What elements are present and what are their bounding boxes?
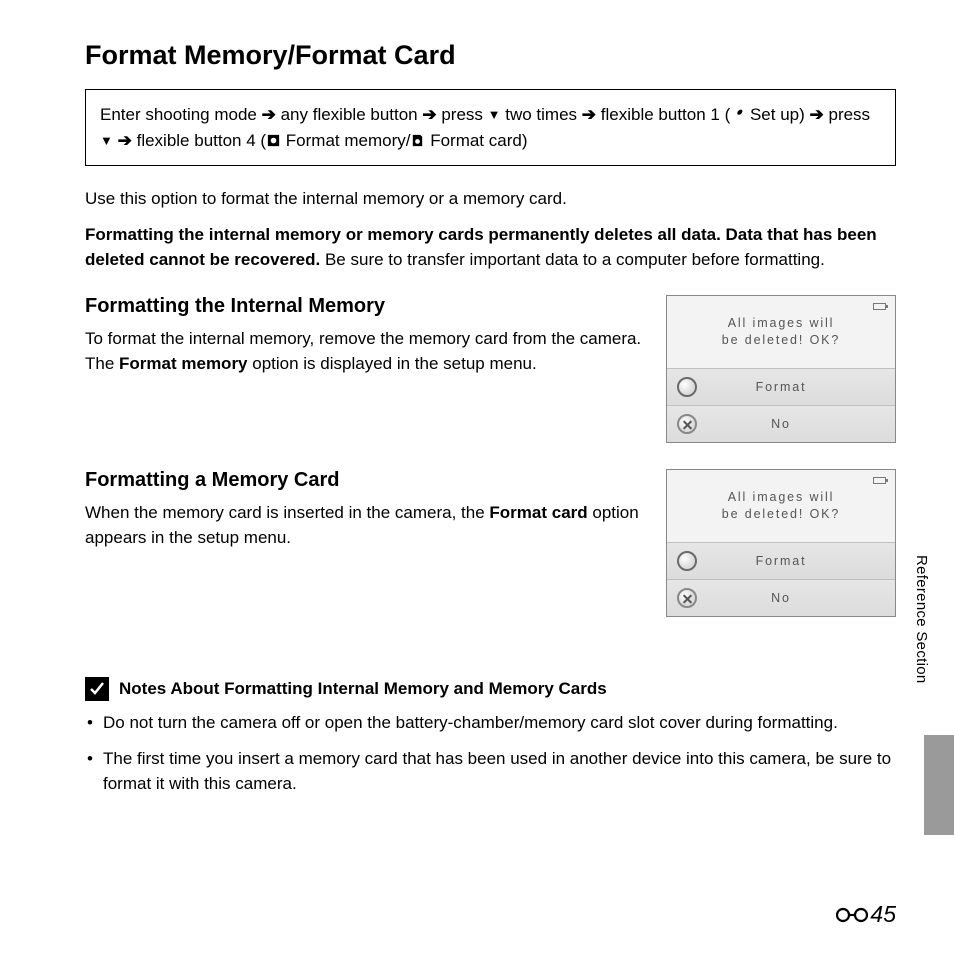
arrow-right-icon: ➔ [262, 105, 276, 124]
body-text: When the memory card is inserted in the … [85, 503, 489, 522]
nav-text: press [441, 105, 487, 124]
lcd-option-format: Format [667, 368, 895, 405]
nav-text: two times [505, 105, 582, 124]
lcd-option-no: No [667, 405, 895, 442]
lcd-screenshot-card: All images will be deleted! OK? Format N… [666, 469, 896, 617]
section-side-tab [924, 735, 954, 835]
nav-text: Set up) [745, 105, 809, 124]
arrow-right-icon: ➔ [118, 131, 132, 150]
battery-icon [873, 477, 886, 484]
lcd-option-label: No [707, 591, 895, 605]
note-item: Do not turn the camera off or open the b… [85, 711, 896, 736]
lcd-screenshot-internal: All images will be deleted! OK? Format N… [666, 295, 896, 443]
card-icon [410, 133, 425, 148]
battery-icon [873, 303, 886, 310]
body-bold: Format card [489, 503, 587, 522]
section-body: When the memory card is inserted in the … [85, 500, 646, 551]
warning-text: Formatting the internal memory or memory… [85, 222, 896, 273]
lcd-option-format: Format [667, 542, 895, 579]
page-number-text: 45 [870, 901, 896, 928]
x-icon [677, 414, 697, 434]
arrow-right-icon: ➔ [582, 105, 596, 124]
navigation-path-box: Enter shooting mode ➔ any flexible butto… [85, 89, 896, 166]
nav-text: any flexible button [281, 105, 423, 124]
down-triangle-icon: ▼ [100, 133, 113, 148]
lcd-option-label: Format [707, 554, 895, 568]
arrow-right-icon: ➔ [422, 105, 436, 124]
page-title: Format Memory/Format Card [85, 40, 896, 71]
notes-heading: Notes About Formatting Internal Memory a… [119, 679, 607, 699]
lcd-message-line: All images will [667, 489, 895, 507]
wrench-icon [730, 107, 745, 122]
nav-text: Format memory/ [281, 131, 410, 150]
warning-rest: Be sure to transfer important data to a … [320, 250, 825, 269]
circle-icon [677, 377, 697, 397]
nav-text: flexible button 1 ( [601, 105, 730, 124]
nav-text: press [828, 105, 870, 124]
lcd-message-line: be deleted! OK? [667, 506, 895, 524]
section-heading-card: Formatting a Memory Card [85, 469, 646, 492]
nav-text: Format card) [425, 131, 527, 150]
section-side-label: Reference Section [913, 555, 930, 684]
lcd-option-no: No [667, 579, 895, 616]
reference-link-icon [836, 906, 868, 924]
down-triangle-icon: ▼ [488, 107, 501, 122]
page-number: 45 [836, 901, 896, 928]
memory-icon [266, 133, 281, 148]
body-text: option is displayed in the setup menu. [248, 354, 537, 373]
circle-icon [677, 551, 697, 571]
check-box-icon [85, 677, 109, 701]
section-heading-internal: Formatting the Internal Memory [85, 295, 646, 318]
lcd-message-line: All images will [667, 315, 895, 333]
lcd-option-label: Format [707, 380, 895, 394]
body-bold: Format memory [119, 354, 247, 373]
notes-section: Notes About Formatting Internal Memory a… [85, 677, 896, 797]
nav-text: Enter shooting mode [100, 105, 262, 124]
nav-text: flexible button 4 ( [137, 131, 266, 150]
section-body: To format the internal memory, remove th… [85, 326, 646, 377]
note-item: The first time you insert a memory card … [85, 747, 896, 796]
x-icon [677, 588, 697, 608]
lcd-message-line: be deleted! OK? [667, 332, 895, 350]
intro-text: Use this option to format the internal m… [85, 186, 896, 212]
arrow-right-icon: ➔ [810, 105, 824, 124]
lcd-option-label: No [707, 417, 895, 431]
